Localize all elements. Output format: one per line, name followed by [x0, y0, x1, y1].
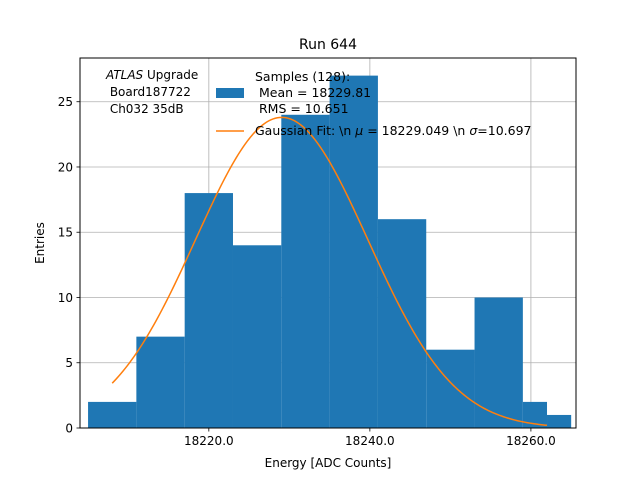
plot-frame	[79, 57, 577, 429]
y-tick-label: 15	[58, 226, 73, 240]
histogram-bar	[184, 193, 233, 428]
legend-fit-sigma: =10.697	[477, 123, 531, 138]
legend-samples: Samples (128):	[255, 69, 350, 84]
histogram-bar	[232, 245, 282, 428]
y-axis-ticks: 0 5 10 15 20 25	[58, 95, 80, 436]
x-axis-ticks: 18220.0 18240.0 18260.0	[184, 428, 556, 448]
histogram-bar	[281, 114, 330, 428]
y-tick-label: 5	[65, 356, 73, 370]
legend-mean: Mean = 18229.81	[255, 85, 371, 100]
atlas-label: ATLAS	[105, 68, 144, 82]
upgrade-label: Upgrade	[143, 68, 198, 82]
x-axis-label: Energy [ADC Counts]	[265, 456, 392, 470]
histogram-bar	[474, 297, 523, 428]
channel-label: Ch032 35dB	[106, 102, 184, 116]
y-tick-label: 20	[58, 160, 73, 174]
histogram-bar	[547, 414, 572, 428]
histogram-bar	[88, 401, 137, 428]
histogram-bar	[136, 336, 185, 428]
gaussian-fit-curve	[111, 116, 548, 427]
legend-sigma-symbol: σ	[469, 123, 478, 138]
x-tick-label: 18240.0	[345, 434, 395, 448]
histogram-bar	[377, 219, 427, 428]
legend-rms: RMS = 10.651	[255, 101, 349, 116]
y-tick-label: 25	[58, 95, 73, 109]
legend-fit-label: Gaussian Fit: \n μ = 18229.049 \n σ=10.6…	[255, 123, 532, 138]
histogram-bars	[88, 75, 572, 428]
y-tick-label: 10	[58, 291, 73, 305]
legend: Samples (128): Mean = 18229.81 RMS = 10.…	[216, 69, 532, 138]
histogram-bar	[329, 75, 378, 428]
atlas-annotation-line1: ATLAS Upgrade	[105, 68, 198, 82]
atlas-annotation: ATLAS Upgrade Board187722 Ch032 35dB	[105, 68, 198, 116]
x-tick-label: 18260.0	[506, 434, 556, 448]
x-tick-label: 18220.0	[184, 434, 234, 448]
y-tick-label: 0	[65, 422, 73, 436]
legend-fit-prefix: Gaussian Fit: \n	[255, 123, 355, 138]
y-axis-label: Entries	[33, 222, 47, 264]
gaussian-fit-layer	[111, 116, 548, 427]
legend-fit-mu: = 18229.049 \n	[363, 123, 469, 138]
legend-mu-symbol: μ	[354, 123, 363, 138]
chart-title: Run 644	[299, 37, 357, 53]
board-label: Board187722	[106, 85, 191, 99]
legend-histogram-swatch	[216, 88, 244, 98]
